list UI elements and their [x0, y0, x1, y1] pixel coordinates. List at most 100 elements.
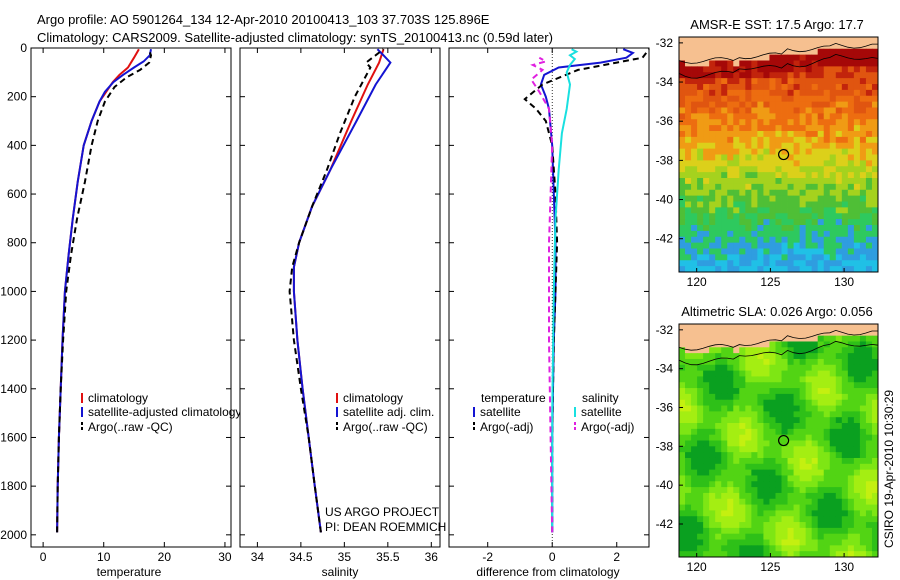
map-cell: [847, 178, 855, 185]
map-cell: [769, 154, 776, 161]
map-cell: [847, 446, 855, 453]
map-cell: [865, 160, 873, 167]
map-cell: [781, 248, 788, 255]
map-cell: [763, 329, 770, 337]
map-cell: [775, 166, 782, 173]
map-cell: [733, 353, 740, 360]
map-cell: [751, 172, 758, 179]
map-cell: [793, 37, 801, 44]
map-cell: [787, 324, 794, 331]
map-y-tick-label: -42: [656, 232, 674, 246]
map-cell: [817, 329, 825, 337]
map-cell: [733, 37, 740, 44]
map-cell: [697, 382, 704, 389]
map-cell: [751, 388, 758, 395]
map-cell: [703, 527, 710, 535]
map-cell: [853, 131, 861, 138]
map-cell: [733, 417, 740, 424]
map-cell: [679, 475, 686, 482]
map-cell: [757, 388, 764, 395]
map-cell: [745, 522, 752, 529]
map-cell: [727, 166, 734, 173]
map-cell: [811, 492, 819, 500]
map-cell: [793, 101, 801, 108]
map-cell: [817, 440, 825, 447]
map-cell: [823, 142, 831, 150]
map-cell: [769, 492, 776, 500]
map-cell: [721, 370, 728, 377]
map-cell: [871, 388, 879, 395]
map-cell: [835, 329, 843, 337]
map-cell: [775, 142, 782, 150]
map-cell: [709, 463, 716, 471]
map-cell: [793, 89, 801, 97]
map-cell: [757, 260, 764, 267]
map-cell: [787, 166, 794, 173]
map-cell: [817, 201, 825, 208]
map-cell: [787, 533, 794, 540]
map-cell: [799, 504, 807, 511]
map-cell: [859, 78, 867, 85]
map-cell: [841, 131, 849, 138]
map-cell: [763, 142, 770, 150]
map-cell: [691, 60, 698, 67]
map-cell: [715, 382, 722, 389]
map-cell: [853, 95, 861, 103]
map-cell: [871, 469, 879, 476]
map-cell: [745, 388, 752, 395]
map-cell: [745, 545, 752, 552]
map-cell: [841, 160, 849, 167]
map-cell: [763, 42, 770, 50]
map-cell: [781, 411, 788, 418]
map-cell: [865, 434, 873, 441]
map-cell: [775, 428, 782, 436]
map-cell: [715, 481, 722, 488]
map-cell: [865, 72, 873, 79]
map-cell: [679, 236, 686, 244]
map-cell: [739, 551, 746, 558]
map-cell: [853, 504, 861, 511]
map-cell: [769, 131, 776, 138]
map-cell: [805, 411, 813, 418]
map-cell: [703, 347, 710, 354]
map-cell: [859, 347, 867, 354]
map-cell: [745, 254, 752, 261]
map-cell: [787, 148, 794, 155]
map-cell: [805, 347, 813, 354]
map-cell: [847, 266, 855, 273]
map-cell: [793, 388, 801, 395]
map-cell: [769, 347, 776, 354]
map-cell: [817, 142, 825, 150]
map-cell: [805, 498, 813, 505]
map-cell: [745, 487, 752, 494]
map-cell: [781, 492, 788, 500]
map-cell: [697, 516, 704, 523]
map-cell: [823, 510, 831, 517]
map-cell: [793, 136, 801, 144]
map-cell: [703, 399, 710, 406]
map-cell: [787, 101, 794, 108]
map-cell: [763, 376, 770, 383]
map-cell: [721, 353, 728, 360]
map-cell: [763, 125, 770, 132]
map-cell: [721, 347, 728, 354]
map-cell: [715, 142, 722, 150]
map-cell: [679, 364, 686, 371]
map-cell: [775, 498, 782, 505]
map-cell: [739, 266, 746, 273]
map-cell: [703, 469, 710, 476]
map-cell: [781, 347, 788, 354]
map-cell: [775, 131, 782, 138]
map-cell: [871, 131, 879, 138]
map-cell: [721, 411, 728, 418]
map-cell: [691, 522, 698, 529]
map-cell: [697, 213, 704, 220]
map-cell: [709, 207, 716, 214]
map-cell: [787, 475, 794, 482]
map-cell: [865, 78, 873, 85]
map-cell: [733, 487, 740, 494]
map-cell: [733, 119, 740, 126]
map-cell: [781, 125, 788, 132]
map-cell: [865, 242, 873, 249]
map-cell: [703, 446, 710, 453]
